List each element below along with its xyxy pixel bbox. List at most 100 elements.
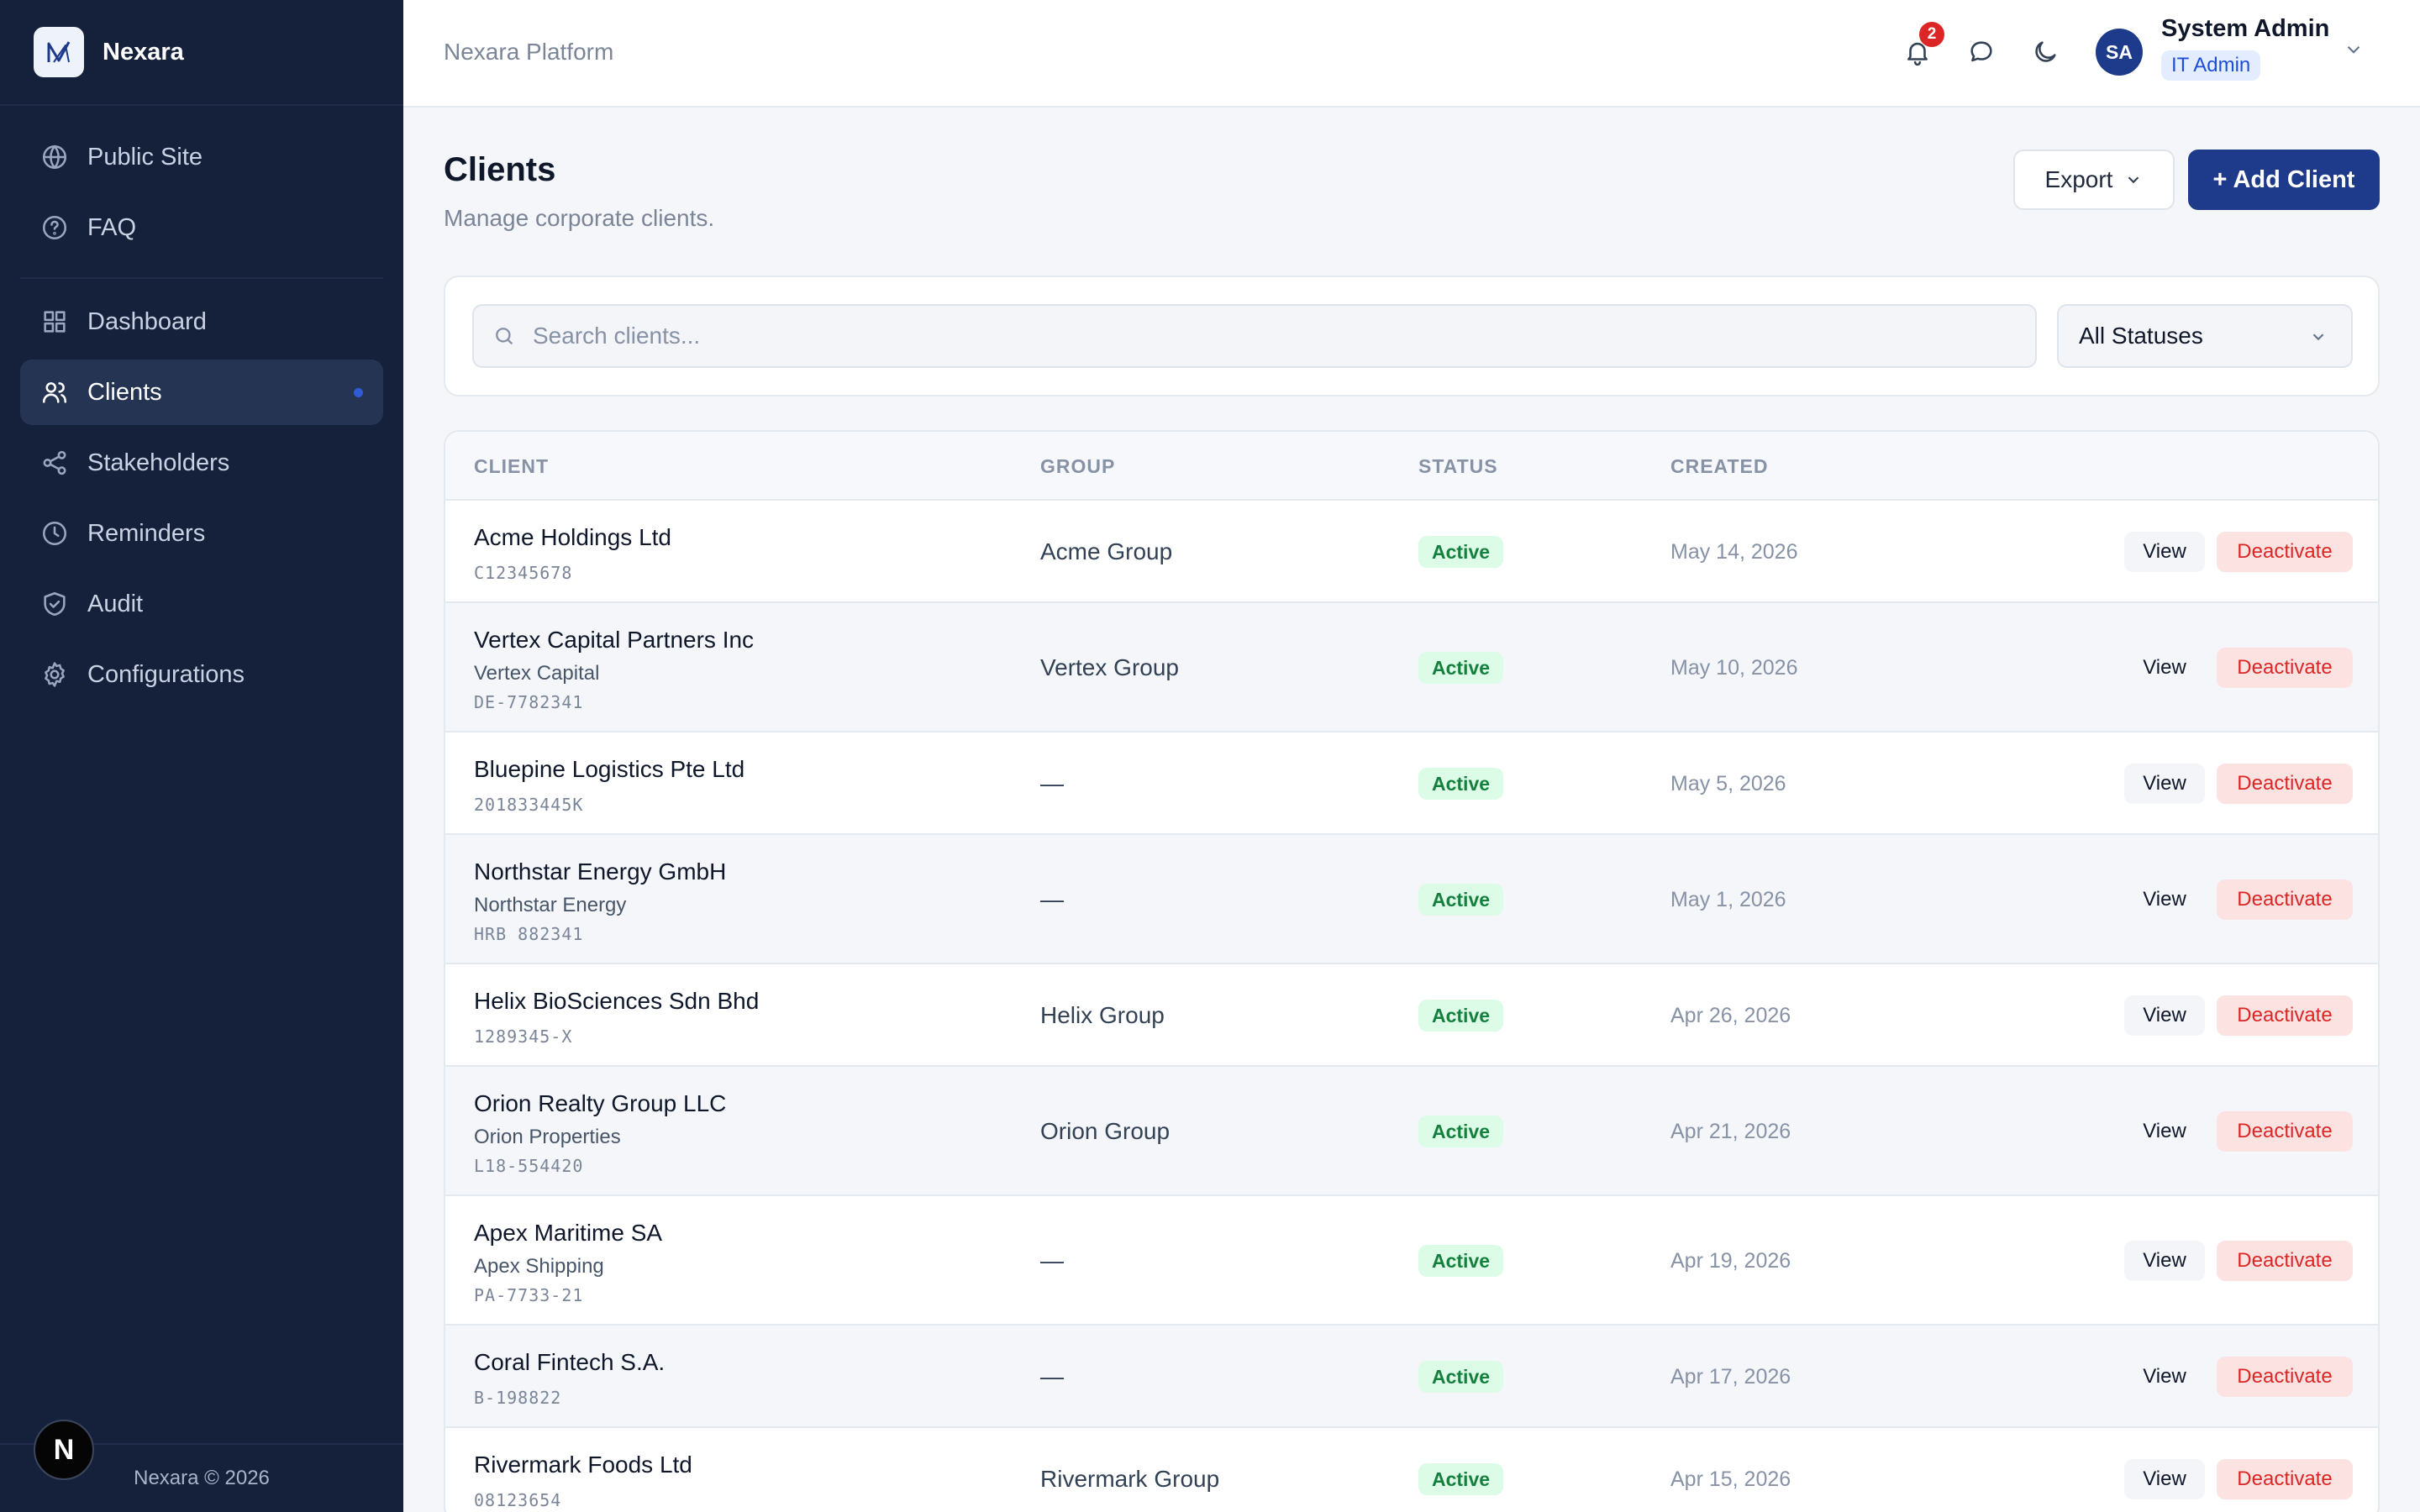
deactivate-button[interactable]: Deactivate bbox=[2217, 1459, 2353, 1499]
sidebar-top-nav: Public Site FAQ bbox=[0, 106, 403, 260]
column-header-status[interactable]: STATUS bbox=[1418, 455, 1498, 477]
messages-button[interactable] bbox=[1965, 35, 1998, 69]
view-button[interactable]: View bbox=[2143, 1120, 2186, 1142]
deactivate-button[interactable]: Deactivate bbox=[2217, 764, 2353, 804]
created-date: Apr 26, 2026 bbox=[1670, 1004, 1791, 1027]
view-button[interactable]: View bbox=[2143, 888, 2186, 911]
sidebar-item-label: Configurations bbox=[87, 660, 245, 688]
copyright-text: Nexara © 2026 bbox=[134, 1467, 270, 1489]
client-name[interactable]: Vertex Capital Partners Inc bbox=[474, 627, 755, 653]
column-header-created[interactable]: CREATED bbox=[1670, 455, 1769, 477]
sidebar-item-stakeholders[interactable]: Stakeholders bbox=[20, 430, 383, 496]
user-role-badge: IT Admin bbox=[2161, 50, 2261, 81]
client-name[interactable]: Acme Holdings Ltd bbox=[474, 524, 672, 550]
sidebar-item-label: Public Site bbox=[87, 143, 203, 171]
client-group: Rivermark Group bbox=[1040, 1466, 1220, 1492]
view-button[interactable]: View bbox=[2124, 764, 2205, 804]
client-code: C12345678 bbox=[474, 563, 573, 583]
theme-toggle-button[interactable] bbox=[2028, 35, 2062, 69]
search-input[interactable] bbox=[533, 323, 2012, 349]
brand-logo-icon bbox=[34, 27, 84, 77]
deactivate-button[interactable]: Deactivate bbox=[2217, 1357, 2353, 1397]
export-label: Export bbox=[2044, 166, 2113, 192]
status-badge: Active bbox=[1418, 1463, 1504, 1495]
created-date: Apr 21, 2026 bbox=[1670, 1120, 1791, 1143]
client-name[interactable]: Helix BioSciences Sdn Bhd bbox=[474, 988, 760, 1014]
deactivate-button[interactable]: Deactivate bbox=[2217, 995, 2353, 1036]
status-badge: Active bbox=[1418, 1361, 1504, 1393]
view-button[interactable]: View bbox=[2143, 656, 2186, 679]
sidebar-item-clients[interactable]: Clients bbox=[20, 360, 383, 425]
sidebar-item-dashboard[interactable]: Dashboard bbox=[20, 289, 383, 354]
table-header: CLIENT GROUP STATUS CREATED bbox=[445, 432, 2378, 501]
status-badge: Active bbox=[1418, 884, 1504, 916]
sidebar-item-label: Clients bbox=[87, 378, 162, 406]
view-button[interactable]: View bbox=[2143, 1365, 2186, 1388]
table-row[interactable]: Coral Fintech S.A. B-198822 — Active Apr 17,… bbox=[445, 1326, 2378, 1428]
user-menu-toggle[interactable] bbox=[2343, 39, 2368, 64]
sidebar-item-reminders[interactable]: Reminders bbox=[20, 501, 383, 566]
created-date: May 14, 2026 bbox=[1670, 540, 1798, 564]
column-header-group[interactable]: GROUP bbox=[1040, 455, 1116, 477]
sidebar-item-public-site[interactable]: Public Site bbox=[20, 124, 383, 190]
client-name[interactable]: Bluepine Logistics Pte Ltd bbox=[474, 756, 745, 782]
view-button[interactable]: View bbox=[2124, 1459, 2205, 1499]
sidebar-item-configurations[interactable]: Configurations bbox=[20, 642, 383, 707]
created-date: May 10, 2026 bbox=[1670, 656, 1798, 680]
sidebar-item-label: FAQ bbox=[87, 213, 137, 241]
export-button[interactable]: Export bbox=[2013, 150, 2175, 210]
clients-table: CLIENT GROUP STATUS CREATED Acme Holding… bbox=[444, 430, 2380, 1512]
floating-app-button[interactable]: N bbox=[34, 1420, 94, 1480]
status-badge: Active bbox=[1418, 768, 1504, 800]
column-header-client[interactable]: CLIENT bbox=[474, 455, 550, 477]
view-button[interactable]: View bbox=[2124, 1241, 2205, 1281]
client-name[interactable]: Apex Maritime SA bbox=[474, 1220, 663, 1246]
table-row[interactable]: Helix BioSciences Sdn Bhd 1289345-X Helix … bbox=[445, 964, 2378, 1067]
status-badge: Active bbox=[1418, 536, 1504, 568]
sidebar-footer: Nexara © 2026 bbox=[0, 1443, 403, 1512]
client-group: — bbox=[1040, 886, 1064, 912]
deactivate-button[interactable]: Deactivate bbox=[2217, 879, 2353, 920]
active-indicator bbox=[354, 388, 363, 397]
sidebar-item-audit[interactable]: Audit bbox=[20, 571, 383, 637]
sidebar-divider bbox=[20, 277, 383, 279]
table-row[interactable]: Orion Realty Group LLC Orion Properties L1… bbox=[445, 1067, 2378, 1196]
deactivate-button[interactable]: Deactivate bbox=[2217, 1241, 2353, 1281]
add-client-button[interactable]: + Add Client bbox=[2188, 150, 2380, 210]
table-row[interactable]: Vertex Capital Partners Inc Vertex Capita… bbox=[445, 603, 2378, 732]
client-group: Orion Group bbox=[1040, 1118, 1171, 1144]
table-row[interactable]: Bluepine Logistics Pte Ltd 201833445K — Act… bbox=[445, 732, 2378, 835]
client-group: — bbox=[1040, 770, 1064, 796]
client-name[interactable]: Rivermark Foods Ltd bbox=[474, 1452, 692, 1478]
notifications-button[interactable] bbox=[1901, 35, 1934, 69]
sidebar-item-label: Reminders bbox=[87, 519, 206, 547]
sidebar-item-faq[interactable]: FAQ bbox=[20, 195, 383, 260]
client-code: L18-554420 bbox=[474, 1156, 584, 1176]
chevron-down-icon bbox=[2312, 333, 2324, 341]
user-avatar[interactable]: SA bbox=[2096, 29, 2143, 76]
deactivate-button[interactable]: Deactivate bbox=[2217, 648, 2353, 688]
client-alias: Apex Shipping bbox=[474, 1255, 604, 1278]
client-name[interactable]: Coral Fintech S.A. bbox=[474, 1349, 666, 1375]
status-filter-select[interactable]: All Statuses bbox=[2057, 304, 2353, 368]
deactivate-button[interactable]: Deactivate bbox=[2217, 532, 2353, 572]
deactivate-button[interactable]: Deactivate bbox=[2217, 1111, 2353, 1152]
sidebar-item-label: Audit bbox=[87, 590, 144, 617]
table-row[interactable]: Northstar Energy GmbH Northstar Energy HRB… bbox=[445, 835, 2378, 964]
client-group: — bbox=[1040, 1247, 1064, 1273]
view-button[interactable]: View bbox=[2124, 532, 2205, 572]
brand[interactable]: Nexara bbox=[0, 0, 403, 106]
client-name[interactable]: Orion Realty Group LLC bbox=[474, 1090, 727, 1116]
created-date: May 5, 2026 bbox=[1670, 772, 1786, 795]
table-row[interactable]: Apex Maritime SA Apex Shipping PA-7733-21 —… bbox=[445, 1196, 2378, 1326]
client-alias: Northstar Energy bbox=[474, 894, 627, 916]
client-name[interactable]: Northstar Energy GmbH bbox=[474, 858, 727, 885]
page-subtitle: Manage corporate clients. bbox=[444, 205, 715, 231]
table-row[interactable]: Rivermark Foods Ltd 08123654 Rivermark Gro… bbox=[445, 1428, 2378, 1512]
chat-bubble-icon bbox=[1970, 41, 1992, 62]
user-name[interactable]: System Admin bbox=[2161, 15, 2330, 42]
table-row[interactable]: Acme Holdings Ltd C12345678 Acme Group Acti… bbox=[445, 501, 2378, 603]
view-button[interactable]: View bbox=[2124, 995, 2205, 1036]
platform-name: Nexara Platform bbox=[444, 39, 614, 65]
status-badge: Active bbox=[1418, 652, 1504, 684]
